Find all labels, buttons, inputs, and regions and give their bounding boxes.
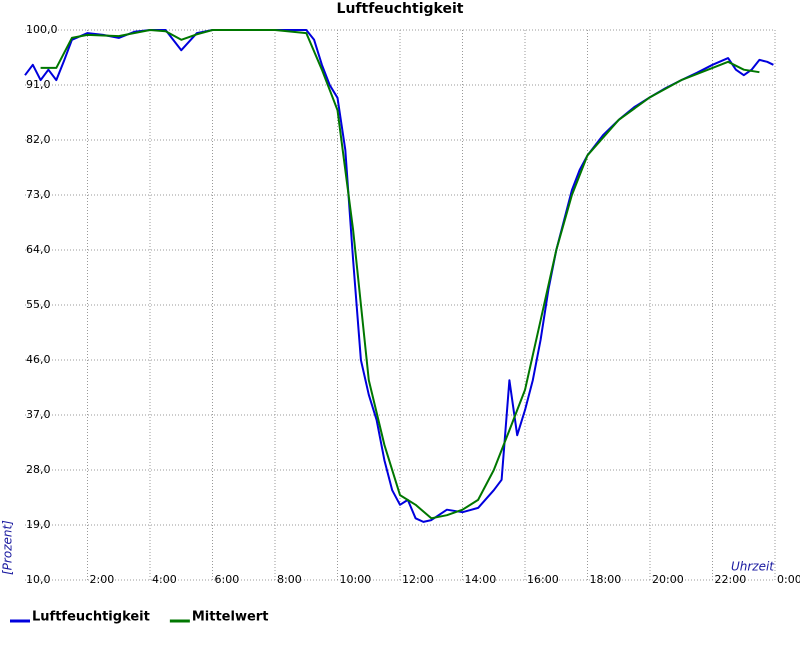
x-tick-label: 14:00 (465, 573, 497, 586)
x-tick-label: 4:00 (152, 573, 177, 586)
y-tick-label: 19,0 (26, 518, 51, 531)
x-tick-label: 12:00 (402, 573, 434, 586)
x-tick-label: 2:00 (90, 573, 115, 586)
x-tick-label: 0:00 (777, 573, 800, 586)
x-tick-label: 18:00 (590, 573, 622, 586)
y-tick-label: 10,0 (26, 573, 51, 586)
x-tick-label: 22:00 (715, 573, 747, 586)
y-tick-label: 37,0 (26, 408, 51, 421)
y-tick-label: 82,0 (26, 133, 51, 146)
y-axis-title: [Prozent] (1, 520, 15, 575)
x-tick-label: 6:00 (215, 573, 240, 586)
x-tick-label: 16:00 (527, 573, 559, 586)
data-line (24, 29, 774, 523)
x-tick-label: 20:00 (652, 573, 684, 586)
x-tick-label: 10:00 (340, 573, 372, 586)
y-tick-label: 46,0 (26, 353, 51, 366)
y-tick-label: 100,0 (26, 23, 58, 36)
y-tick-label: 64,0 (26, 243, 51, 256)
y-tick-label: 55,0 (26, 298, 51, 311)
x-axis-title: Uhrzeit (731, 560, 775, 574)
x-tick-label: 8:00 (277, 573, 302, 586)
y-tick-label: 91,0 (26, 78, 51, 91)
data-line (40, 29, 760, 520)
y-tick-label: 73,0 (26, 188, 51, 201)
chart-title: Luftfeuchtigkeit (337, 1, 464, 17)
y-tick-label: 28,0 (26, 463, 51, 476)
legend-label: Luftfeuchtigkeit (32, 610, 150, 625)
legend-label: Mittelwert (192, 610, 269, 625)
